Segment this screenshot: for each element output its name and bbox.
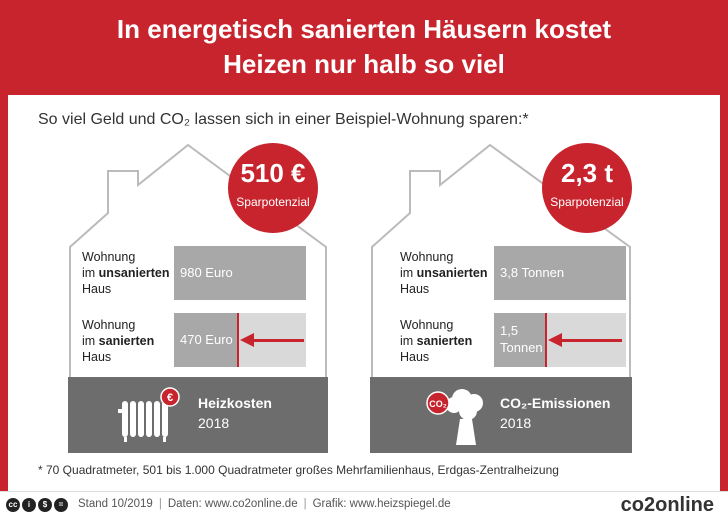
arrow-head-icon [240,333,254,347]
by-icon: i [22,498,36,512]
arrow-head-icon [548,333,562,347]
savings-badge: 510 € Sparpotenzial [228,143,318,233]
header: In energetisch sanierten Häusern kostet … [0,0,728,95]
footnote: * 70 Quadratmeter, 501 bis 1.000 Quadrat… [38,463,559,477]
reduction-marker [237,313,239,367]
cc-icon: cc [6,498,20,512]
footer-credits: Stand 10/2019 | Daten: www.co2online.de | Gr… [78,498,451,510]
page-title: In energetisch sanierten Häusern kostet … [116,14,612,79]
reduction-marker [545,313,547,367]
row-label-unsaniert: Wohnung im unsanierten Haus [400,250,488,296]
category-box: € Heizkosten 2018 [68,377,328,453]
reduction-arrow [562,339,622,342]
co2-cloud-icon: CO₂ [426,389,483,445]
reduction-arrow [254,339,304,342]
row-label-unsaniert: Wohnung im unsanierten Haus [82,250,170,296]
bar-unsaniert: 980 Euro [174,246,306,300]
brand-logo: co2online [620,494,714,516]
house-card-heizkosten: 510 € Sparpotenzial Wohnung im unsaniert… [68,143,328,453]
bar-unsaniert: 3,8 Tonnen [494,246,626,300]
bar-saniert: 470 Euro [174,313,237,367]
row-label-saniert: Wohnung im sanierten Haus [82,318,155,364]
category-box: CO₂ CO₂-Emissionen 2018 [370,377,632,453]
license-icons: cc i $ = [6,498,68,512]
row-label-saniert: Wohnung im sanierten Haus [400,318,473,364]
content-panel: So viel Geld und CO₂ lassen sich in eine… [8,95,720,491]
nc-icon: $ [38,498,52,512]
savings-badge: 2,3 t Sparpotenzial [542,143,632,233]
house-card-co2: 2,3 t Sparpotenzial Wohnung im unsaniert… [370,143,632,453]
nd-icon: = [54,498,68,512]
svg-text:CO₂: CO₂ [429,399,447,409]
subtitle: So viel Geld und CO₂ lassen sich in eine… [38,111,529,128]
svg-text:€: € [167,392,173,404]
footer: cc i $ = Stand 10/2019 | Daten: www.co2onl… [0,491,728,518]
radiator-icon: € [118,387,180,442]
bar-saniert: 1,5 Tonnen [494,313,545,367]
